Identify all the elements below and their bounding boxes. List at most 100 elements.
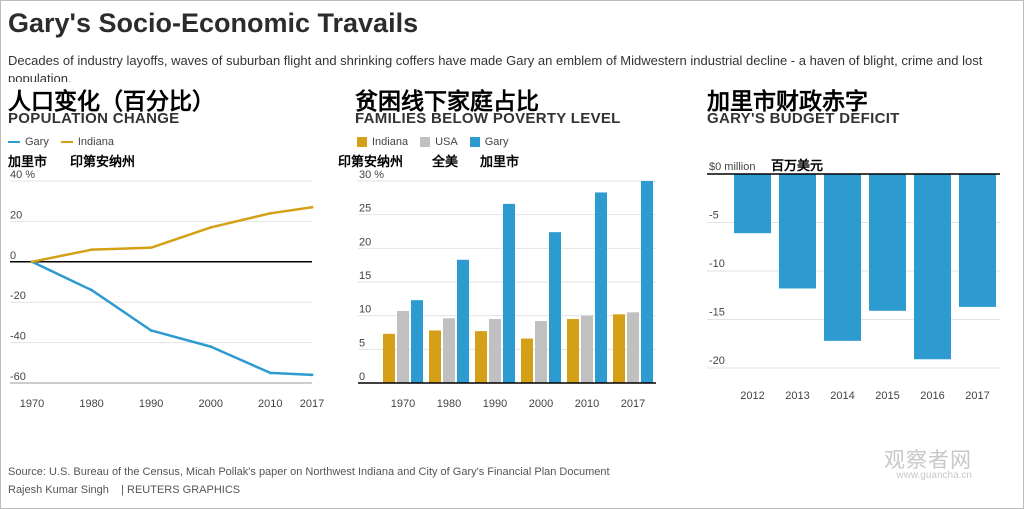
poverty-legend: Indiana USA Gary bbox=[357, 136, 521, 148]
y-tick-label: 20 bbox=[359, 236, 371, 248]
bar-usa bbox=[535, 321, 547, 383]
x-tick-label: 2012 bbox=[740, 390, 764, 402]
watermark-url: www.guancha.cn bbox=[896, 470, 972, 481]
bar-gary bbox=[869, 174, 906, 311]
poverty-zh-title: 贫困线下家庭占比 bbox=[355, 89, 539, 115]
y-tick-label: -5 bbox=[709, 210, 719, 222]
bar-indiana bbox=[383, 333, 395, 383]
x-tick-label: 2015 bbox=[875, 390, 899, 402]
bar-gary bbox=[734, 174, 771, 234]
y-tick-label: -40 bbox=[10, 331, 26, 343]
population-zh-title: 人口变化（百分比） bbox=[8, 89, 215, 115]
page-title: Gary's Socio-Economic Travails bbox=[8, 8, 419, 38]
y-tick-label: 30 % bbox=[359, 169, 384, 181]
population-zh-legend-indiana: 印第安纳州 bbox=[70, 155, 136, 170]
x-tick-label: 2000 bbox=[529, 398, 553, 410]
y-tick-label: 20 bbox=[10, 209, 22, 221]
data-point-indiana bbox=[310, 205, 314, 209]
credit-line: Rajesh Kumar Singh | REUTERS GRAPHICS bbox=[8, 484, 241, 496]
usa-swatch bbox=[420, 137, 431, 147]
bar-gary bbox=[959, 174, 996, 307]
bar-gary bbox=[411, 300, 423, 383]
bar-gary bbox=[595, 192, 607, 383]
bar-indiana bbox=[475, 331, 487, 383]
x-tick-label: 2010 bbox=[258, 398, 282, 410]
data-point-indiana bbox=[268, 211, 272, 215]
legend-label-gary: Gary bbox=[25, 136, 49, 148]
population-en-title: POPULATION CHANGE bbox=[8, 110, 180, 127]
poverty-zh-legend-indiana: 印第安纳州 bbox=[338, 155, 404, 170]
y-tick-label: 25 bbox=[359, 203, 371, 215]
watermark-logo: 观察者网 bbox=[884, 448, 972, 472]
x-tick-label: 1990 bbox=[139, 398, 163, 410]
x-tick-label: 1970 bbox=[391, 398, 415, 410]
bar-indiana bbox=[429, 330, 441, 383]
x-tick-label: 1990 bbox=[483, 398, 507, 410]
x-tick-label: 2010 bbox=[575, 398, 599, 410]
data-point-indiana bbox=[209, 226, 213, 229]
legend-label-usa: USA bbox=[435, 136, 458, 148]
data-point-gary bbox=[268, 371, 272, 375]
x-tick-label: 2016 bbox=[920, 390, 944, 402]
poverty-zh-legend-gary: 加里市 bbox=[480, 155, 520, 170]
y-tick-label: 0 bbox=[10, 250, 16, 262]
source-note: Source: U.S. Bureau of the Census, Micah… bbox=[8, 466, 610, 478]
bar-gary bbox=[779, 174, 816, 289]
x-tick-label: 1980 bbox=[79, 398, 103, 410]
data-point-indiana bbox=[90, 248, 93, 252]
legend-label-gary: Gary bbox=[484, 136, 509, 148]
budget-zh-title: 加里市财政赤字 bbox=[707, 89, 868, 115]
indiana-swatch bbox=[357, 137, 367, 147]
y-tick-label: -20 bbox=[709, 355, 725, 367]
gary-swatch bbox=[469, 137, 480, 147]
bar-gary bbox=[641, 181, 653, 383]
data-point-gary bbox=[310, 373, 314, 377]
data-point-gary bbox=[149, 329, 153, 332]
budget-en-title: GARY'S BUDGET DEFICIT bbox=[707, 110, 900, 127]
y-tick-label: $0 million bbox=[709, 161, 755, 173]
y-tick-label: -20 bbox=[10, 290, 26, 302]
population-legend: Gary Indiana bbox=[8, 136, 126, 148]
x-tick-label: 1980 bbox=[437, 398, 461, 410]
bar-indiana bbox=[567, 319, 579, 383]
x-tick-label: 2000 bbox=[198, 398, 222, 410]
y-tick-label: -10 bbox=[709, 258, 725, 270]
poverty-zh-legend-usa: 全美 bbox=[432, 155, 459, 170]
data-point-gary bbox=[209, 345, 213, 349]
bar-indiana bbox=[521, 338, 533, 383]
bar-gary bbox=[503, 203, 515, 383]
legend-item-indiana: Indiana bbox=[357, 136, 408, 148]
gary-swatch bbox=[8, 141, 20, 143]
legend-item-gary: Gary bbox=[8, 136, 49, 148]
legend-item-indiana: Indiana bbox=[60, 136, 114, 148]
legend-item-gary: Gary bbox=[469, 136, 509, 148]
bar-usa bbox=[627, 312, 639, 383]
bar-gary bbox=[914, 174, 951, 360]
poverty-en-title: FAMILIES BELOW POVERTY LEVEL bbox=[355, 110, 621, 127]
y-tick-label: -60 bbox=[10, 371, 26, 383]
bar-gary bbox=[457, 259, 469, 383]
y-tick-label: 5 bbox=[359, 337, 365, 349]
legend-label-indiana: Indiana bbox=[77, 136, 114, 148]
y-tick-label: 40 % bbox=[10, 169, 35, 181]
data-point-gary bbox=[90, 288, 93, 292]
bar-usa bbox=[443, 318, 455, 383]
page-subtitle: Decades of industry layoffs, waves of su… bbox=[8, 53, 983, 82]
series-line-indiana bbox=[31, 206, 313, 264]
data-point-indiana bbox=[149, 246, 153, 250]
bar-usa bbox=[397, 310, 409, 383]
x-tick-label: 1970 bbox=[20, 398, 44, 410]
legend-item-usa: USA bbox=[420, 136, 458, 148]
y-tick-label: 0 bbox=[359, 371, 365, 383]
bar-usa bbox=[489, 319, 501, 383]
bar-gary bbox=[549, 232, 561, 383]
y-tick-label: -15 bbox=[709, 307, 725, 319]
x-tick-label: 2017 bbox=[965, 390, 989, 402]
bar-usa bbox=[581, 315, 593, 383]
x-tick-label: 2017 bbox=[621, 398, 645, 410]
x-tick-label: 2014 bbox=[830, 390, 854, 402]
y-tick-label: 15 bbox=[359, 270, 371, 282]
